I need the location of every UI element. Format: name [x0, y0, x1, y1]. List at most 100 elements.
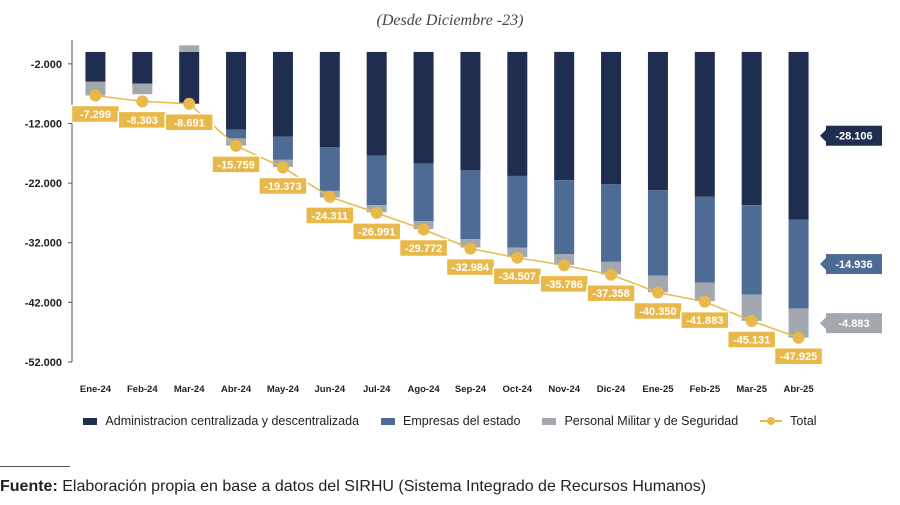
y-tick-label: -12.000 [25, 118, 62, 130]
bar-segment [788, 51, 809, 220]
x-tick-label: Ene-25 [642, 384, 674, 395]
total-point [89, 89, 102, 102]
total-label: -19.373 [264, 181, 301, 193]
x-tick-label: May-24 [267, 384, 300, 395]
bar-segment [741, 205, 762, 295]
bar-segment [179, 45, 200, 52]
side-label: -28.106 [835, 131, 872, 143]
total-point [605, 268, 618, 281]
legend-label-total: Total [790, 414, 817, 428]
bar-segment [601, 184, 622, 262]
side-label-pointer [820, 317, 826, 330]
bar-segment [319, 51, 340, 148]
bar-segment [319, 147, 340, 191]
legend-item-militar: Personal Militar y de Seguridad [542, 414, 738, 428]
total-label: -7.299 [80, 109, 111, 121]
side-label: -4.883 [838, 318, 869, 330]
bar-segment [272, 51, 293, 137]
side-label-pointer [820, 129, 826, 142]
total-label: -8.303 [127, 115, 158, 127]
bar-segment [601, 51, 622, 185]
total-label: -15.759 [217, 159, 254, 171]
total-point [745, 315, 758, 328]
total-point [230, 139, 243, 152]
x-tick-label: Abr-25 [784, 384, 815, 395]
bars [85, 45, 809, 338]
stacked-bar-chart: -2.000 -12.000 -22.000 -32.000 -42.000 -52.00… [25, 40, 882, 395]
total-point [417, 223, 430, 236]
total-label: -45.131 [733, 335, 770, 347]
total-label: -37.358 [592, 288, 629, 300]
side-label-box [826, 254, 882, 275]
bar-segment [413, 51, 434, 164]
x-tick-label: Dic-24 [597, 384, 626, 395]
bar-segment [366, 51, 387, 156]
total-label-box [398, 238, 449, 258]
total-point [511, 251, 524, 264]
y-tick-label: -32.000 [25, 238, 62, 250]
x-tick-label: Oct-24 [503, 384, 533, 395]
total-label-box [773, 346, 824, 366]
legend-label-admin: Administracion centralizada y descentral… [105, 414, 360, 428]
y-tick-label: -22.000 [25, 178, 62, 190]
legend-swatch-militar [542, 417, 557, 425]
total-label: -26.991 [358, 226, 395, 238]
total-label: -32.984 [452, 262, 490, 274]
legend-swatch-empresas [381, 417, 396, 425]
total-label-box [726, 330, 777, 349]
bar-segment [554, 51, 575, 181]
bar-segment [366, 155, 387, 206]
bar-segment [694, 196, 715, 283]
x-tick-label: Jul-24 [363, 384, 391, 395]
bar-segment [132, 51, 153, 84]
side-labels: -28.106 -4.883 -14.936 [820, 125, 882, 334]
total-label-box [539, 274, 589, 294]
bar-segment [741, 51, 762, 206]
total-line-path [95, 94, 799, 339]
chart-subtitle: (Desde Diciembre -23) [376, 12, 524, 29]
legend-item-admin: Administracion centralizada y descentral… [83, 414, 359, 428]
x-tick-label: Jun-24 [315, 384, 346, 395]
total-label: -24.311 [311, 210, 348, 222]
source-note: Fuente: Elaboración propia en base a dat… [0, 478, 706, 496]
total-label-box [351, 222, 402, 241]
y-tick-label: -42.000 [25, 297, 62, 309]
x-tick-label: Ago-24 [407, 384, 440, 395]
total-label: -35.786 [546, 279, 583, 291]
total-point [370, 206, 383, 219]
legend-label-empresas: Empresas del estado [403, 414, 521, 428]
total-label-box [211, 155, 261, 174]
bar-segment [507, 175, 528, 248]
bar-segment [272, 136, 293, 160]
x-tick-label: Feb-24 [127, 384, 158, 395]
bar-segment [226, 51, 247, 130]
x-tick-label: Feb-25 [690, 384, 721, 395]
total-point [183, 97, 196, 110]
total-label: -47.925 [780, 351, 817, 363]
y-tick-label: -2.000 [31, 59, 62, 71]
bar-segment [554, 180, 575, 255]
total-point [558, 259, 571, 272]
side-label-box [826, 313, 882, 334]
bar-segment [788, 308, 809, 338]
total-line: -7.299 -8.303 -8.691-15.759-19.373-24.311-… [70, 89, 824, 366]
bar-segment [647, 190, 668, 276]
total-point [792, 331, 805, 344]
x-tick-label: Mar-25 [736, 384, 767, 395]
bar-segment [694, 51, 715, 197]
total-label: -8.691 [174, 117, 205, 129]
total-point [136, 95, 149, 108]
total-point [323, 190, 336, 203]
side-label: -14.936 [835, 259, 872, 271]
bar-segment [132, 83, 153, 95]
side-label-box [826, 125, 882, 146]
bar-segment [85, 51, 106, 82]
bar-segment [601, 261, 622, 275]
bar-segment [179, 51, 200, 104]
y-axis: -2.000 -12.000 -22.000 -32.000 -42.000 -52.00… [25, 40, 73, 369]
bar-segment [460, 51, 481, 170]
total-point [276, 161, 289, 174]
x-tick-label: Ene-24 [80, 384, 112, 395]
total-point [698, 295, 711, 308]
total-point [651, 286, 664, 299]
